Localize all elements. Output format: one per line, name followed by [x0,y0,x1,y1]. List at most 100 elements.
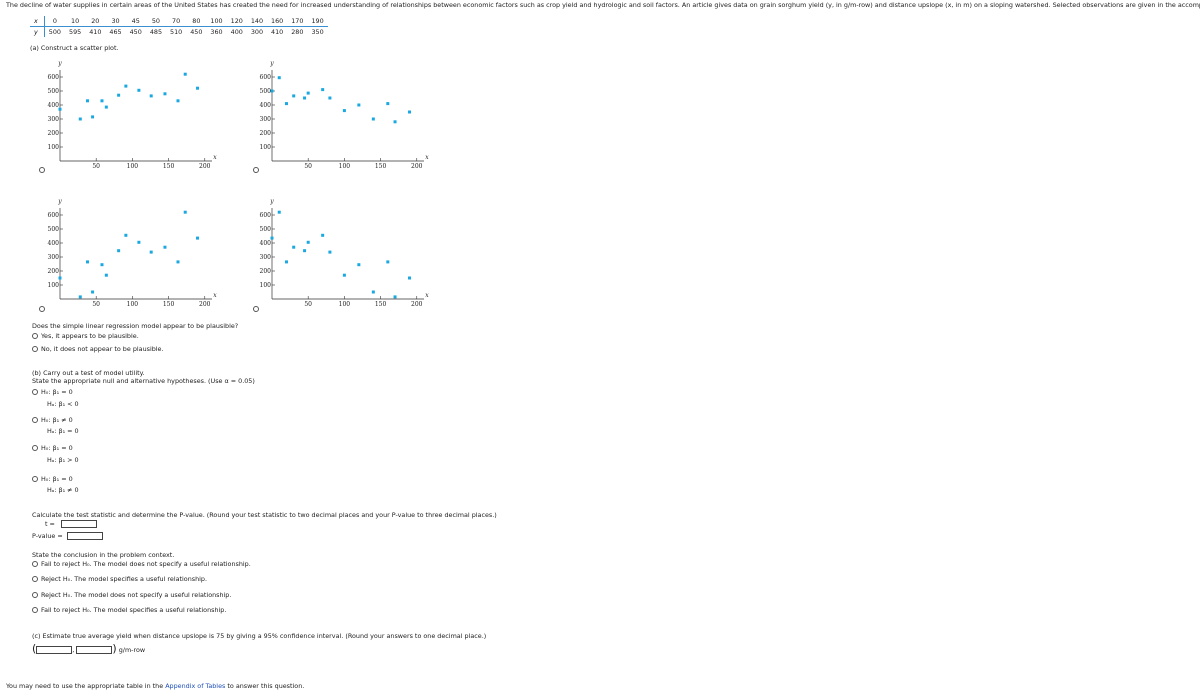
text-input[interactable] [66,532,103,540]
footer: You may need to use the appropriate tabl… [6,682,304,691]
question: Does the simple linear regression model … [32,322,239,330]
radio[interactable] [32,561,38,567]
text-input[interactable] [76,646,113,654]
interval-row: (, ) g/m-row [32,643,145,656]
data-point [78,117,82,121]
radio[interactable] [253,306,259,312]
x-tick-label: 150 [163,163,175,170]
data-point [292,94,296,98]
table-cell: 360 [210,28,223,36]
option: Yes, it appears to be plausible. [32,332,139,341]
data-point [117,93,121,97]
ha: Hₐ: β₁ = 0 [47,427,79,435]
radio[interactable] [32,333,38,339]
intro: The decline of water supplies in certain… [6,1,1200,9]
option-text: Reject H₀. The model does not specify a … [41,591,232,599]
y-tick-label: 200 [48,130,60,137]
data-point [284,260,288,264]
y-tick-label: 500 [260,226,272,233]
y-tick-label: 100 [260,144,272,151]
table-cell: 140 [246,16,268,27]
x-tick-label: 200 [411,301,423,308]
data-table: x 0 10 20 30 45 50 70 80 100 120 140 160 170 190 y 500 5… [30,16,328,37]
y-tick-label: 500 [48,88,60,95]
data-point [306,91,310,95]
data-point [342,273,346,277]
table-cell: 350 [311,28,324,36]
h0: H₀: β₁ = 0 [41,475,73,483]
table-cell: 20 [85,16,106,27]
data-point [328,96,332,100]
radio[interactable] [32,576,38,582]
table-cell: 170 [287,16,308,27]
table-cell: 280 [291,28,304,36]
data-point [137,88,141,92]
radio[interactable] [32,445,38,451]
h0: H₀: β₁ ≠ 0 [41,416,73,424]
option-text: No, it does not appear to be plausible. [41,345,164,353]
text-input[interactable] [60,520,97,528]
data-point [393,120,397,124]
data-point [163,92,167,96]
table-cell: 465 [109,28,122,36]
radio[interactable] [32,417,38,423]
table-cell: 10 [65,16,86,27]
radio[interactable] [32,592,38,598]
text-input[interactable] [36,646,73,654]
radio[interactable] [32,389,38,395]
ha: Hₐ: β₁ < 0 [47,400,79,408]
y-tick-label: 300 [260,254,272,261]
data-point [306,240,310,244]
data-point [100,263,104,267]
radio[interactable] [39,306,45,312]
x-tick-label: 50 [92,301,100,308]
x-tick-label: 100 [127,163,139,170]
radio[interactable] [32,346,38,352]
x-tick-label: 200 [199,301,211,308]
data-point [149,94,153,98]
appendix-link[interactable]: Appendix of Tables [165,682,226,690]
unit: g/m-row [118,646,146,654]
data-point [357,103,361,107]
y-tick-label: 300 [48,254,60,261]
option: Fail to reject H₀. The model specifies a… [32,606,226,615]
table-cell: 300 [250,28,264,36]
input-row: t = [45,520,97,529]
data-point [371,117,375,121]
x-tick-label: 50 [304,301,312,308]
data-point [58,276,62,280]
y-tick-label: 200 [48,268,60,275]
table-cell: 450 [129,28,142,36]
scatter-plot: 50 100 150 200 100 200 300 400 500 600 y x [48,60,218,170]
y-tick-label: 600 [260,212,272,219]
data-point [292,245,296,249]
data-point [284,102,288,106]
option: No, it does not appear to be plausible. [32,345,164,354]
radio[interactable] [39,167,45,173]
radio[interactable] [253,167,259,173]
part-label: (a) Construct a scatter plot. [30,44,119,52]
scatter-plot: 50 100 150 200 100 200 300 400 500 600 y x [260,60,430,170]
data-point [321,88,325,92]
option: H₀: β₁ = 0 [32,475,73,484]
y-tick-label: 100 [48,282,60,289]
footer-text: You may need to use the appropriate tabl… [6,682,166,690]
x-tick-label: 200 [199,163,211,170]
x-tick-label: 100 [127,301,139,308]
data-point [104,105,108,109]
table-cell: 190 [307,16,328,27]
data-point [58,107,62,111]
data-point [124,233,128,237]
instruction: Calculate the test statistic and determi… [32,511,497,519]
y-tick-label: 600 [48,212,60,219]
radio[interactable] [32,607,38,613]
y-tick-label: 100 [260,282,272,289]
x-axis-label: x [213,292,217,299]
radio[interactable] [32,476,38,482]
data-point [183,210,187,214]
header-cell: y [30,26,45,37]
y-axis-label: y [269,198,274,205]
data-point [183,72,187,76]
table-cell: 50 [145,16,167,27]
ha: Hₐ: β₁ ≠ 0 [47,486,79,494]
